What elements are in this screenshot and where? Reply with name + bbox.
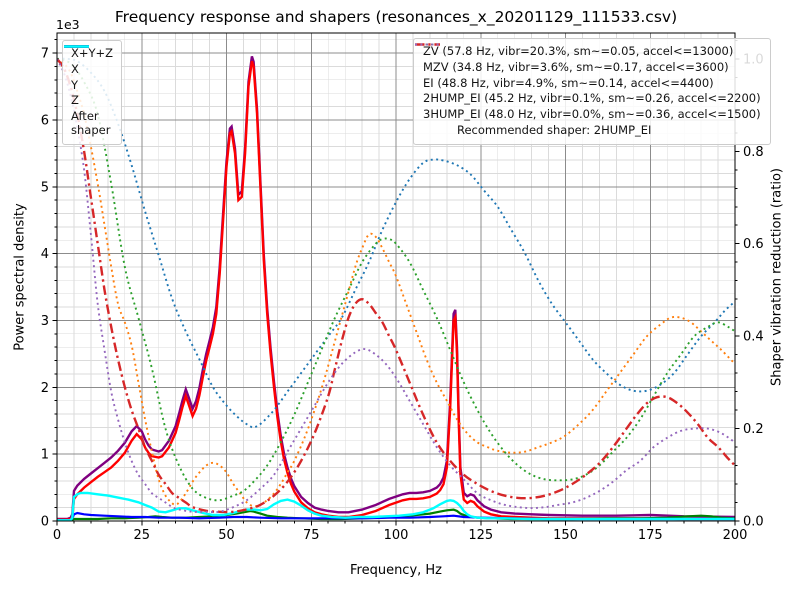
legend-item-label: MZV (34.8 Hz, vibr=3.6%, sm~=0.17, accel…: [423, 59, 729, 74]
grid-major: [57, 33, 735, 521]
x-tick-label: 100: [384, 528, 409, 543]
legend-item: EI (48.8 Hz, vibr=4.9%, sm~=0.14, accel<…: [415, 43, 761, 91]
legend-item-label: Y: [71, 77, 79, 92]
x-axis-label: Frequency, Hz: [349, 563, 443, 578]
legend-item: MZV (34.8 Hz, vibr=3.6%, sm~=0.17, accel…: [415, 43, 761, 75]
legend-item-label: 3HUMP_EI (48.0 Hz, vibr=0.0%, sm~=0.36, …: [423, 107, 761, 122]
x-tick-label: 75: [303, 528, 320, 543]
legend-item: Y: [64, 45, 113, 93]
series-after-shaper: [57, 491, 735, 521]
series-group: [57, 56, 735, 521]
legend-shapers: ZV (57.8 Hz, vibr=20.3%, sm~=0.05, accel…: [413, 38, 771, 145]
y-right-tick-label: 0.4: [743, 330, 764, 345]
grid-minor: [57, 33, 735, 521]
y-right-tick-label: 0.6: [743, 237, 764, 252]
y-axis-right-label: Shaper vibration reduction (ratio): [769, 168, 785, 386]
y-left-tick-label: 3: [41, 314, 49, 329]
y-axis-offset-label: 1e3: [56, 17, 80, 32]
legend-line-swatch: [415, 43, 440, 46]
legend-item-label: 2HUMP_EI (45.2 Hz, vibr=0.1%, sm~=0.26, …: [423, 91, 761, 106]
series-2hump_ei: [57, 58, 735, 514]
y-right-tick-label: 0.8: [743, 145, 764, 160]
y-right-tick-label: 0.0: [743, 515, 764, 530]
series-3hump_ei: [57, 58, 735, 514]
legend-measured: X+Y+Z X Y Z After shaper: [62, 40, 123, 145]
y-left-tick-label: 6: [41, 113, 49, 128]
x-tick-label: 150: [553, 528, 578, 543]
x-tick-label: 175: [638, 528, 663, 543]
legend-item-label: EI (48.8 Hz, vibr=4.9%, sm~=0.14, accel<…: [423, 75, 714, 90]
legend-item: 2HUMP_EI (45.2 Hz, vibr=0.1%, sm~=0.26, …: [415, 43, 761, 106]
legend-item: After shaper: [64, 45, 113, 138]
x-tick-label: 50: [218, 528, 235, 543]
legend-item: ZV (57.8 Hz, vibr=20.3%, sm~=0.05, accel…: [415, 43, 761, 59]
y-left-tick-label: 4: [41, 247, 49, 262]
y-left-tick-label: 7: [41, 47, 49, 62]
x-tick-label: 125: [468, 528, 493, 543]
ticks: [52, 39, 740, 526]
series-ei: [57, 57, 735, 502]
legend-line-swatch: [415, 43, 440, 46]
legend-item: Z: [64, 45, 113, 108]
y-left-tick-label: 5: [41, 180, 49, 195]
series-zv: [57, 57, 735, 429]
x-tick-label: 200: [723, 528, 748, 543]
legend-item-label: ZV (57.8 Hz, vibr=20.3%, sm~=0.05, accel…: [423, 44, 734, 58]
legend-item-label: X: [71, 61, 79, 76]
legend-item-label: After shaper: [71, 109, 111, 137]
chart-title: Frequency response and shapers (resonanc…: [114, 8, 678, 26]
y-left-tick-label: 1: [41, 448, 49, 463]
legend-item: X: [64, 45, 113, 77]
legend-line-swatch: [64, 45, 89, 48]
legend-recommended-shaper: Recommended shaper: 2HUMP_EI: [457, 122, 652, 137]
y-left-tick-label: 0: [41, 515, 49, 530]
x-tick-label: 0: [53, 528, 61, 543]
y-axis-left-label: Power spectral density: [12, 203, 28, 351]
x-tick-label: 25: [134, 528, 151, 543]
legend-item-label: Z: [71, 93, 79, 108]
legend-item: 3HUMP_EI (48.0 Hz, vibr=0.0%, sm~=0.36, …: [415, 43, 761, 122]
y-right-tick-label: 0.2: [743, 422, 764, 437]
y-left-tick-label: 2: [41, 381, 49, 396]
legend-item-label: X+Y+Z: [71, 46, 114, 60]
